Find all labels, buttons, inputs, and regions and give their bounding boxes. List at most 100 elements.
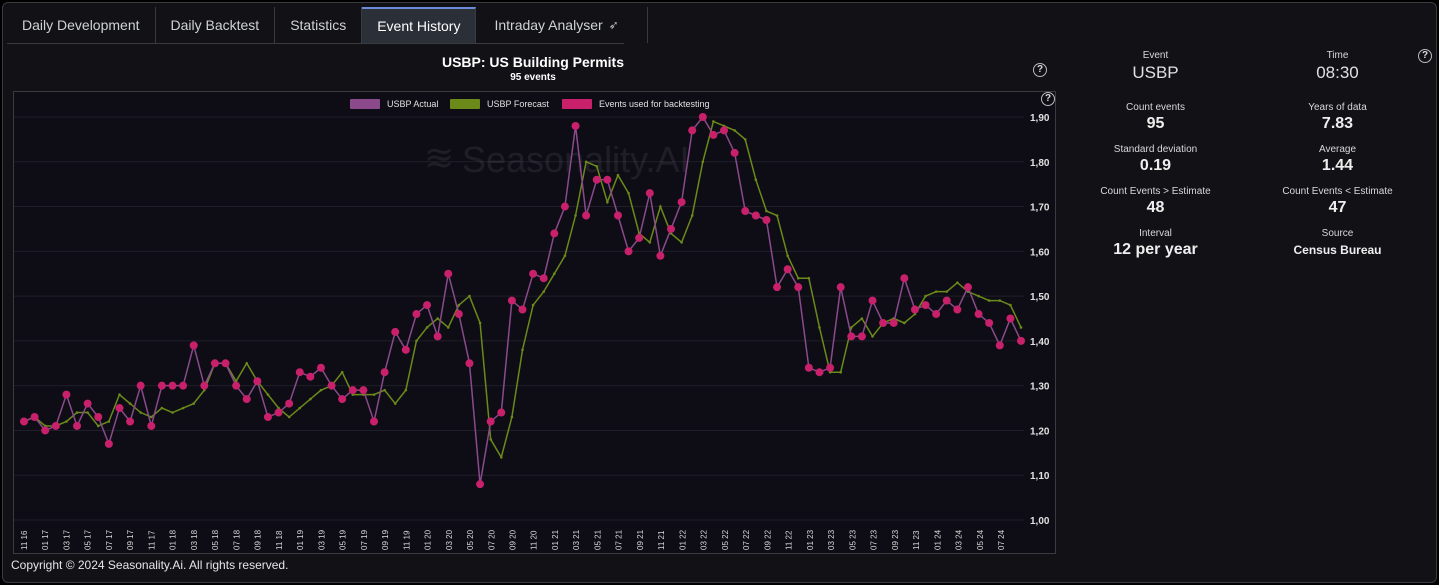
x-tick-label: 07 23 xyxy=(870,529,879,550)
forecast-point xyxy=(871,335,874,338)
backtest-event-marker xyxy=(370,417,379,426)
backtest-event-marker xyxy=(815,368,824,377)
stat-value: 1.44 xyxy=(1321,157,1354,174)
x-tick-label: 11 21 xyxy=(657,530,666,550)
forecast-point xyxy=(499,456,503,459)
stat-interval: Interval 12 per year xyxy=(1063,228,1248,259)
forecast-point xyxy=(849,326,853,329)
backtest-event-marker xyxy=(136,381,145,390)
tab-event-history[interactable]: Event History xyxy=(362,7,477,43)
x-tick-label: 03 20 xyxy=(445,529,454,550)
forecast-point xyxy=(765,209,768,213)
stat-label: Interval xyxy=(1139,228,1172,239)
forecast-point xyxy=(181,406,185,410)
forecast-point xyxy=(245,361,249,365)
x-tick-label: 05 24 xyxy=(976,529,985,550)
backtest-event-marker xyxy=(306,372,315,381)
forecast-point xyxy=(298,406,302,410)
legend-swatch xyxy=(350,99,380,109)
tab-intraday-analyser[interactable]: Intraday Analyser ➶ xyxy=(476,7,648,43)
forecast-point xyxy=(489,438,492,441)
backtest-event-marker xyxy=(900,274,909,283)
backtest-event-marker xyxy=(412,310,421,319)
forecast-point xyxy=(659,205,662,208)
backtest-event-marker xyxy=(497,408,506,417)
forecast-point xyxy=(563,254,567,258)
forecast-point xyxy=(393,402,397,405)
forecast-point xyxy=(786,254,789,258)
backtest-event-marker xyxy=(539,274,548,283)
watermark: ≋ Seasonality.AI xyxy=(424,137,689,180)
backtest-event-marker xyxy=(41,426,50,435)
backtest-event-marker xyxy=(550,229,559,238)
backtest-event-marker xyxy=(709,130,718,139)
stat-above-estimate: Count Events > Estimate 48 xyxy=(1063,186,1248,217)
chart-title: USBP: US Building Permits xyxy=(441,54,625,70)
stat-value: 47 xyxy=(1328,199,1347,216)
backtest-event-marker xyxy=(444,269,453,278)
x-tick-label: 07 18 xyxy=(232,529,241,550)
x-tick-label: 05 20 xyxy=(466,529,475,550)
stat-event: Event USBP xyxy=(1063,50,1248,83)
stat-value: 12 per year xyxy=(1113,241,1198,258)
y-tick-label: 1,10 xyxy=(1030,471,1050,482)
rocket-icon: ➶ xyxy=(608,18,619,32)
forecast-point xyxy=(553,272,556,276)
backtest-event-marker xyxy=(741,207,750,216)
chart-svg: ≋ Seasonality.AI USBP Actual USBP Forecas… xyxy=(14,99,1050,550)
forecast-point xyxy=(128,402,132,405)
y-tick-label: 1,60 xyxy=(1030,247,1050,258)
y-tick-label: 1,20 xyxy=(1030,426,1050,437)
chart-plot-area: ≋ Seasonality.AI USBP Actual USBP Forecas… xyxy=(13,91,1056,554)
backtest-event-marker xyxy=(232,381,241,390)
forecast-point xyxy=(977,294,980,298)
backtest-event-marker xyxy=(359,386,368,395)
backtest-event-marker xyxy=(380,368,389,377)
forecast-point xyxy=(839,370,842,374)
backtest-event-marker xyxy=(274,408,283,417)
plot-help-icon[interactable]: ? xyxy=(1041,92,1055,106)
forecast-point xyxy=(754,178,758,181)
backtest-event-marker xyxy=(295,368,304,377)
stat-value: Census Bureau xyxy=(1293,243,1382,257)
forecast-point xyxy=(171,411,174,414)
backtest-event-marker xyxy=(910,305,919,314)
backtest-event-marker xyxy=(889,318,898,327)
forecast-point xyxy=(192,402,196,405)
chart-legend: USBP Actual USBP Forecast Events used for … xyxy=(350,99,710,109)
forecast-point xyxy=(934,290,938,293)
backtest-event-marker xyxy=(921,301,930,310)
stat-label: Average xyxy=(1318,144,1357,155)
forecast-point xyxy=(595,164,599,168)
stat-label: Standard deviation xyxy=(1113,144,1198,155)
tab-daily-development[interactable]: Daily Development xyxy=(7,7,156,43)
tab-label: Intraday Analyser xyxy=(494,17,603,33)
x-tick-label: 05 19 xyxy=(339,529,348,550)
x-tick-label: 09 20 xyxy=(509,529,518,550)
backtest-event-marker xyxy=(1017,336,1025,345)
forecast-point xyxy=(680,241,683,244)
backtest-event-marker xyxy=(773,283,782,292)
forecast-point xyxy=(1009,303,1012,307)
stat-average: Average 1.44 xyxy=(1245,144,1430,175)
backtest-event-marker xyxy=(963,283,972,292)
stat-years: Years of data 7.83 xyxy=(1245,102,1430,133)
tab-statistics[interactable]: Statistics xyxy=(275,7,363,43)
chart-help-icon[interactable]: ? xyxy=(1033,63,1047,77)
backtest-event-marker xyxy=(465,359,474,368)
tab-bar: Daily Development Daily Backtest Statist… xyxy=(7,7,648,43)
x-tick-label: 05 21 xyxy=(593,529,602,550)
x-tick-label: 03 21 xyxy=(572,529,581,550)
x-tick-label: 01 22 xyxy=(678,529,687,550)
legend-label: USBP Forecast xyxy=(487,99,549,109)
x-tick-label: 07 19 xyxy=(360,529,369,550)
stats-help-icon[interactable]: ? xyxy=(1418,49,1432,63)
forecast-point xyxy=(319,388,323,392)
forecast-point xyxy=(648,241,652,244)
backtest-event-marker xyxy=(423,301,432,310)
forecast-point xyxy=(436,317,439,320)
legend-swatch xyxy=(450,99,480,109)
forecast-point xyxy=(383,388,386,392)
tab-daily-backtest[interactable]: Daily Backtest xyxy=(155,7,276,43)
x-tick-label: 09 22 xyxy=(763,529,772,550)
